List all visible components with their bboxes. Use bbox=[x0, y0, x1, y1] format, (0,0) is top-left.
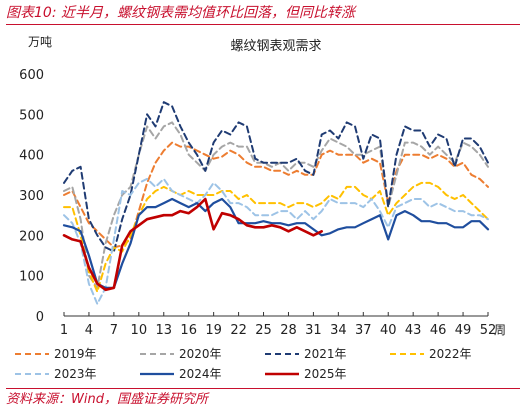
x-tick-label: 13 bbox=[155, 323, 172, 338]
x-tick-label: 10 bbox=[131, 323, 148, 338]
legend-swatch bbox=[15, 373, 49, 375]
x-tick-label: 52 bbox=[480, 323, 497, 338]
x-tick-label: 43 bbox=[405, 323, 422, 338]
x-tick-label: 37 bbox=[355, 323, 372, 338]
y-axis-label: 万吨 bbox=[28, 35, 52, 49]
x-tick-label: 31 bbox=[305, 323, 322, 338]
legend-label: 2020年 bbox=[179, 347, 222, 361]
series-lines bbox=[62, 101, 490, 305]
title-rule bbox=[6, 24, 520, 25]
x-tick-label: 1 bbox=[60, 323, 68, 338]
x-tick-label: 28 bbox=[280, 323, 297, 338]
legend-label: 2024年 bbox=[179, 367, 222, 381]
legend-label: 2025年 bbox=[304, 367, 347, 381]
source-rule bbox=[6, 388, 520, 389]
x-tick-label: 16 bbox=[180, 323, 197, 338]
legend-label: 2021年 bbox=[304, 347, 347, 361]
x-tick-label: 25 bbox=[255, 323, 272, 338]
series-line-2021年 bbox=[63, 101, 489, 253]
x-tick-label: 19 bbox=[205, 323, 222, 338]
x-tick-label: 46 bbox=[430, 323, 447, 338]
y-tick-label: 0 bbox=[36, 310, 44, 325]
x-tick-label: 22 bbox=[230, 323, 247, 338]
legend-swatch bbox=[265, 353, 299, 355]
series-line-2022年 bbox=[63, 181, 489, 293]
series-line-2025年 bbox=[62, 197, 324, 292]
y-tick-label: 300 bbox=[19, 189, 44, 204]
x-tick-label: 34 bbox=[330, 323, 347, 338]
legend-swatch bbox=[15, 353, 49, 355]
y-tick-label: 100 bbox=[19, 270, 44, 285]
x-tick-label: 40 bbox=[380, 323, 397, 338]
legend-swatch bbox=[390, 353, 424, 355]
legend-swatch bbox=[140, 372, 174, 376]
chart: 万吨 螺纹钢表观需求 0 100 200 300 400 500 600 1 4 7 10 13 16… bbox=[19, 35, 506, 338]
y-axis-ticks: 0 100 200 300 400 500 600 bbox=[19, 68, 44, 325]
x-axis-ticks: 1 4 7 10 13 16 19 22 25 28 31 34 37 40 43 46 49 52 bbox=[60, 312, 496, 338]
figure-source: 资料来源：Wind，国盛证券研究所 bbox=[6, 392, 208, 407]
y-tick-label: 400 bbox=[19, 149, 44, 164]
y-tick-label: 200 bbox=[19, 229, 44, 244]
x-tick-label: 4 bbox=[85, 323, 93, 338]
chart-title: 螺纹钢表观需求 bbox=[230, 39, 321, 54]
series-line-2019年 bbox=[63, 141, 489, 249]
legend-swatch bbox=[265, 372, 299, 376]
legend-label: 2019年 bbox=[54, 347, 97, 361]
x-tick-label: 49 bbox=[455, 323, 472, 338]
legend-label: 2023年 bbox=[54, 367, 97, 381]
legend-swatch bbox=[140, 353, 174, 355]
x-tick-label: 7 bbox=[110, 323, 118, 338]
x-axis-label: 周 bbox=[494, 323, 506, 337]
series-line-2020年 bbox=[63, 121, 489, 289]
y-tick-label: 500 bbox=[19, 108, 44, 123]
legend-label: 2022年 bbox=[429, 347, 472, 361]
series-line-2023年 bbox=[63, 177, 489, 305]
figure-title: 图表10: 近半月，螺纹钢表需均值环比回落，但同比转涨 bbox=[6, 5, 355, 21]
y-tick-label: 600 bbox=[19, 68, 44, 83]
legend: 2019年 2020年 2021年 2022年 2023年 2024年 2025年 bbox=[14, 346, 514, 386]
